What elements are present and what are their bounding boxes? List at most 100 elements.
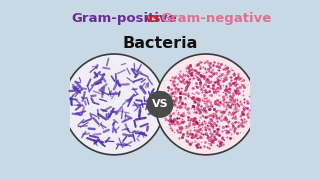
Point: [184, 74, 189, 77]
Point: [183, 96, 188, 99]
Point: [191, 93, 196, 96]
Point: [192, 139, 197, 142]
Point: [214, 65, 219, 68]
Point: [209, 143, 214, 146]
Point: [198, 67, 203, 69]
Point: [229, 113, 234, 116]
Text: Bacteria: Bacteria: [122, 36, 198, 51]
Point: [236, 77, 241, 80]
Point: [232, 114, 237, 117]
Point: [188, 116, 193, 119]
Point: [225, 65, 230, 68]
Point: [172, 123, 177, 126]
Point: [208, 118, 213, 120]
Point: [233, 114, 238, 117]
Point: [195, 104, 200, 107]
Point: [185, 66, 190, 69]
Point: [239, 82, 244, 85]
Point: [207, 80, 212, 83]
Point: [168, 117, 173, 120]
Point: [188, 131, 193, 134]
Point: [240, 90, 245, 93]
Point: [198, 123, 204, 125]
Point: [199, 61, 204, 64]
Point: [189, 133, 194, 136]
Point: [178, 80, 183, 83]
Point: [179, 136, 184, 139]
Point: [211, 89, 216, 92]
Point: [227, 127, 232, 130]
Point: [205, 81, 211, 84]
Point: [221, 104, 226, 107]
Point: [224, 125, 229, 128]
Point: [206, 94, 211, 97]
Point: [233, 77, 238, 80]
Point: [202, 100, 207, 102]
Point: [169, 83, 174, 86]
Point: [214, 90, 219, 93]
Point: [212, 100, 217, 102]
Point: [195, 106, 200, 109]
Point: [171, 130, 176, 133]
Point: [214, 91, 219, 94]
Point: [196, 123, 201, 126]
Point: [196, 119, 201, 122]
Point: [216, 115, 221, 118]
Point: [182, 93, 188, 96]
Point: [172, 98, 178, 101]
Point: [215, 85, 220, 88]
Point: [178, 91, 183, 94]
Point: [233, 84, 238, 87]
Point: [188, 69, 193, 72]
Point: [181, 120, 186, 123]
Point: [166, 123, 171, 125]
Point: [191, 119, 196, 122]
Point: [194, 63, 199, 66]
Point: [204, 96, 209, 99]
Point: [171, 102, 176, 105]
Point: [173, 75, 178, 78]
Point: [222, 100, 227, 103]
Point: [178, 127, 183, 129]
Point: [183, 106, 188, 109]
Point: [179, 87, 184, 90]
Point: [214, 72, 219, 75]
Point: [236, 91, 241, 94]
Point: [186, 142, 191, 145]
Point: [177, 126, 182, 129]
Point: [178, 89, 183, 92]
Point: [235, 73, 240, 76]
Point: [168, 92, 173, 95]
Point: [199, 132, 204, 135]
Point: [209, 71, 214, 74]
Point: [211, 108, 216, 111]
Point: [202, 76, 207, 79]
Point: [227, 137, 232, 140]
Point: [225, 73, 230, 76]
Text: vs: vs: [145, 12, 161, 25]
Point: [187, 80, 192, 83]
Point: [185, 107, 190, 109]
Point: [170, 111, 175, 114]
Point: [211, 60, 216, 63]
Point: [225, 88, 230, 91]
Point: [187, 72, 192, 75]
Point: [168, 79, 173, 82]
Point: [208, 122, 213, 125]
Point: [180, 102, 185, 105]
Point: [227, 84, 232, 86]
Point: [209, 139, 214, 142]
Point: [173, 87, 178, 90]
Point: [205, 99, 211, 102]
Point: [170, 119, 175, 122]
Point: [230, 98, 235, 100]
Point: [227, 105, 232, 108]
Point: [212, 90, 217, 93]
Point: [218, 74, 223, 77]
Point: [244, 113, 250, 116]
Point: [206, 68, 211, 71]
Point: [176, 137, 181, 140]
Point: [176, 111, 181, 114]
Point: [185, 94, 190, 97]
Point: [241, 113, 246, 116]
